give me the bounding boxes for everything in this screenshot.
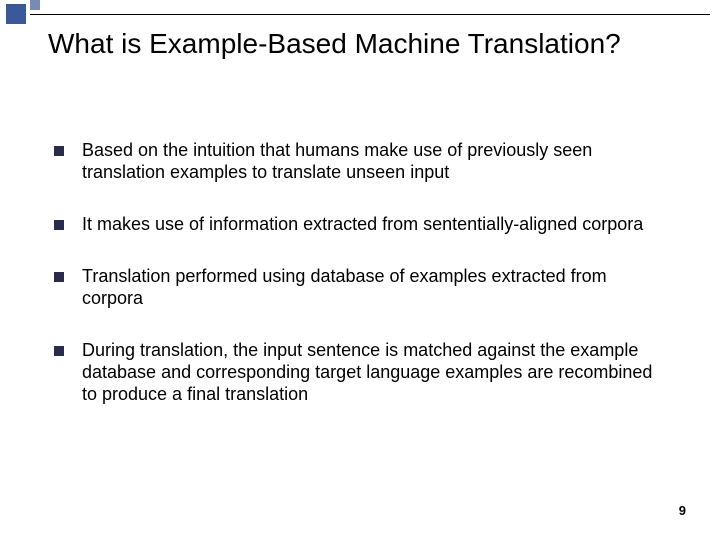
- accent-square-small: [30, 0, 40, 10]
- bullet-icon: [54, 272, 64, 282]
- bullet-item: Based on the intuition that humans make …: [54, 140, 660, 184]
- bullet-text: Translation performed using database of …: [82, 266, 660, 310]
- bullet-icon: [54, 346, 64, 356]
- bullet-icon: [54, 146, 64, 156]
- bullet-item: During translation, the input sentence i…: [54, 340, 660, 406]
- bullet-item: It makes use of information extracted fr…: [54, 214, 660, 236]
- accent-square-large: [6, 4, 26, 24]
- slide: What is Example-Based Machine Translatio…: [0, 0, 720, 540]
- corner-decoration: [0, 0, 100, 30]
- bullet-icon: [54, 220, 64, 230]
- accent-line: [30, 14, 710, 15]
- bullet-text: It makes use of information extracted fr…: [82, 214, 643, 236]
- bullet-text: During translation, the input sentence i…: [82, 340, 660, 406]
- slide-title: What is Example-Based Machine Translatio…: [48, 28, 660, 60]
- bullet-item: Translation performed using database of …: [54, 266, 660, 310]
- bullet-text: Based on the intuition that humans make …: [82, 140, 660, 184]
- page-number: 9: [679, 503, 686, 518]
- slide-body: Based on the intuition that humans make …: [54, 140, 660, 436]
